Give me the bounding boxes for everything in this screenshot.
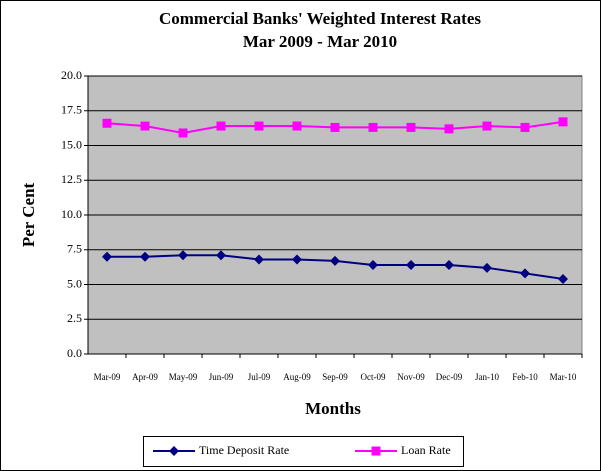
marker: [178, 128, 188, 138]
marker: [520, 268, 530, 279]
x-tick-label: Jul-09: [248, 372, 271, 382]
marker: [254, 254, 264, 265]
marker: [292, 254, 302, 265]
y-tick-label: 10.0: [61, 207, 82, 221]
x-tick-label: Jan-10: [475, 372, 499, 382]
marker: [482, 121, 492, 131]
marker: [216, 250, 226, 261]
marker: [292, 121, 302, 131]
marker: [444, 124, 454, 134]
marker: [140, 121, 150, 131]
x-axis-label: Months: [305, 399, 361, 418]
legend-label: Loan Rate: [401, 443, 451, 457]
y-tick-label: 20.0: [61, 68, 82, 82]
marker: [368, 122, 378, 132]
y-tick-label: 0.0: [67, 346, 82, 360]
x-tick-label: Oct-09: [361, 372, 386, 382]
marker: [330, 122, 340, 132]
marker: [520, 122, 530, 132]
marker: [558, 273, 568, 284]
legend: [143, 436, 464, 467]
marker: [216, 121, 226, 131]
marker: [102, 251, 112, 262]
marker: [330, 255, 340, 266]
marker: [558, 117, 568, 127]
y-tick-label: 17.5: [61, 103, 82, 117]
marker: [178, 250, 188, 261]
y-tick-label: 2.5: [67, 311, 82, 325]
x-tick-label: Apr-09: [132, 372, 158, 382]
marker: [368, 260, 378, 271]
y-tick-label: 5.0: [67, 276, 82, 290]
x-tick-label: Mar-10: [550, 372, 577, 382]
x-tick-label: Aug-09: [283, 372, 311, 382]
marker: [140, 251, 150, 262]
y-axis-label: Per Cent: [19, 182, 38, 247]
x-tick-label: Dec-09: [436, 372, 463, 382]
x-tick-label: Mar-09: [94, 372, 121, 382]
marker: [254, 121, 264, 131]
marker: [406, 260, 416, 271]
chart-title: Commercial Banks' Weighted Interest Rate…: [159, 9, 481, 28]
chart-subtitle: Mar 2009 - Mar 2010: [243, 32, 397, 51]
marker: [444, 260, 454, 271]
legend-label: Time Deposit Rate: [199, 443, 289, 457]
marker: [406, 122, 416, 132]
x-tick-label: Nov-09: [397, 372, 425, 382]
y-tick-label: 7.5: [67, 242, 82, 256]
marker: [102, 118, 112, 128]
y-tick-label: 15.0: [61, 137, 82, 151]
x-tick-label: Jun-09: [209, 372, 234, 382]
x-tick-label: May-09: [169, 372, 198, 382]
marker: [169, 446, 179, 456]
x-tick-label: Sep-09: [322, 372, 348, 382]
marker: [482, 262, 492, 273]
marker: [371, 446, 381, 456]
y-tick-label: 12.5: [61, 172, 82, 186]
x-tick-label: Feb-10: [512, 372, 538, 382]
